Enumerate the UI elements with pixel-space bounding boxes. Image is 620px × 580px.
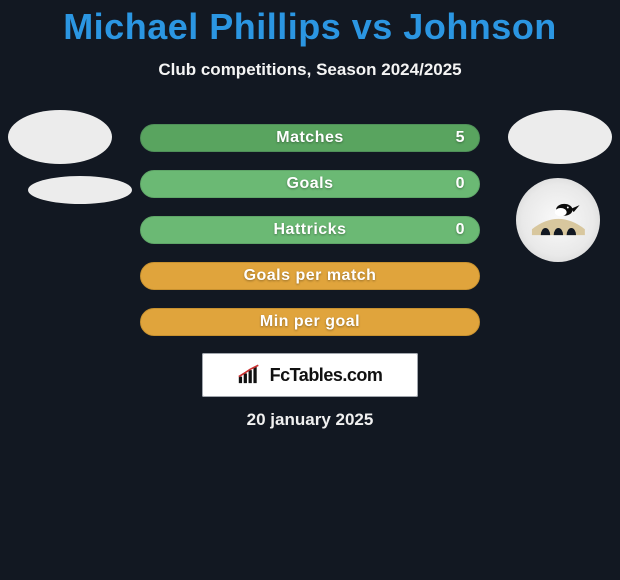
stat-bar: Goals 0 [140,170,480,198]
page-title: Michael Phillips vs Johnson [0,0,620,48]
stat-bar: Hattricks 0 [140,216,480,244]
club-right-badge [516,178,600,262]
stat-label: Goals [287,175,334,193]
stat-bar: Goals per match [140,262,480,290]
magpie-bridge-icon [529,191,588,250]
player-left-avatar [8,110,112,164]
branding-badge[interactable]: FcTables.com [202,353,418,397]
club-left-badge [28,176,132,204]
stat-value: 0 [456,175,465,193]
player-right-avatar [508,110,612,164]
date-text: 20 january 2025 [0,410,620,430]
stat-bars: Matches 5 Goals 0 Hattricks 0 Goals per match M… [140,124,480,336]
subtitle: Club competitions, Season 2024/2025 [0,60,620,80]
stat-bar: Min per goal [140,308,480,336]
stat-label: Goals per match [244,267,377,285]
stat-label: Matches [276,129,344,147]
stat-bar: Matches 5 [140,124,480,152]
stat-value: 5 [456,129,465,147]
stat-label: Hattricks [274,221,347,239]
stat-value: 0 [456,221,465,239]
stat-label: Min per goal [260,313,360,331]
bars-icon [238,364,264,386]
branding-text: FcTables.com [270,365,383,386]
